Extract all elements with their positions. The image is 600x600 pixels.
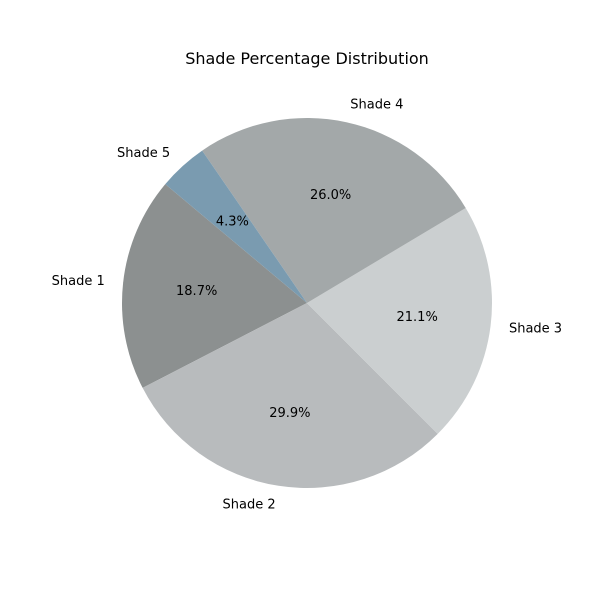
pie-labels: Shade 1 18.7% Shade 2 29.9% Shade 3 21.1% Shad…: [52, 98, 562, 513]
pie-slice-2: [142, 303, 438, 488]
pie-slice-1: [121, 184, 308, 388]
category-label: Shade 4: [350, 98, 403, 113]
pie-slices: [121, 117, 493, 488]
pie-slice-4: [202, 117, 466, 303]
chart-title: Shade Percentage Distribution: [185, 49, 429, 68]
pie-slice-5: [165, 150, 307, 303]
category-label: Shade 5: [117, 146, 170, 161]
category-label: Shade 1: [52, 274, 105, 289]
category-label: Shade 2: [223, 498, 276, 513]
percentage-label: 29.9%: [269, 406, 310, 421]
percentage-label: 18.7%: [176, 284, 217, 299]
percentage-label: 4.3%: [216, 214, 249, 229]
percentage-label: 21.1%: [397, 310, 438, 325]
pie-slice-3: [307, 207, 493, 434]
category-label: Shade 3: [509, 322, 562, 337]
percentage-label: 26.0%: [310, 188, 351, 203]
